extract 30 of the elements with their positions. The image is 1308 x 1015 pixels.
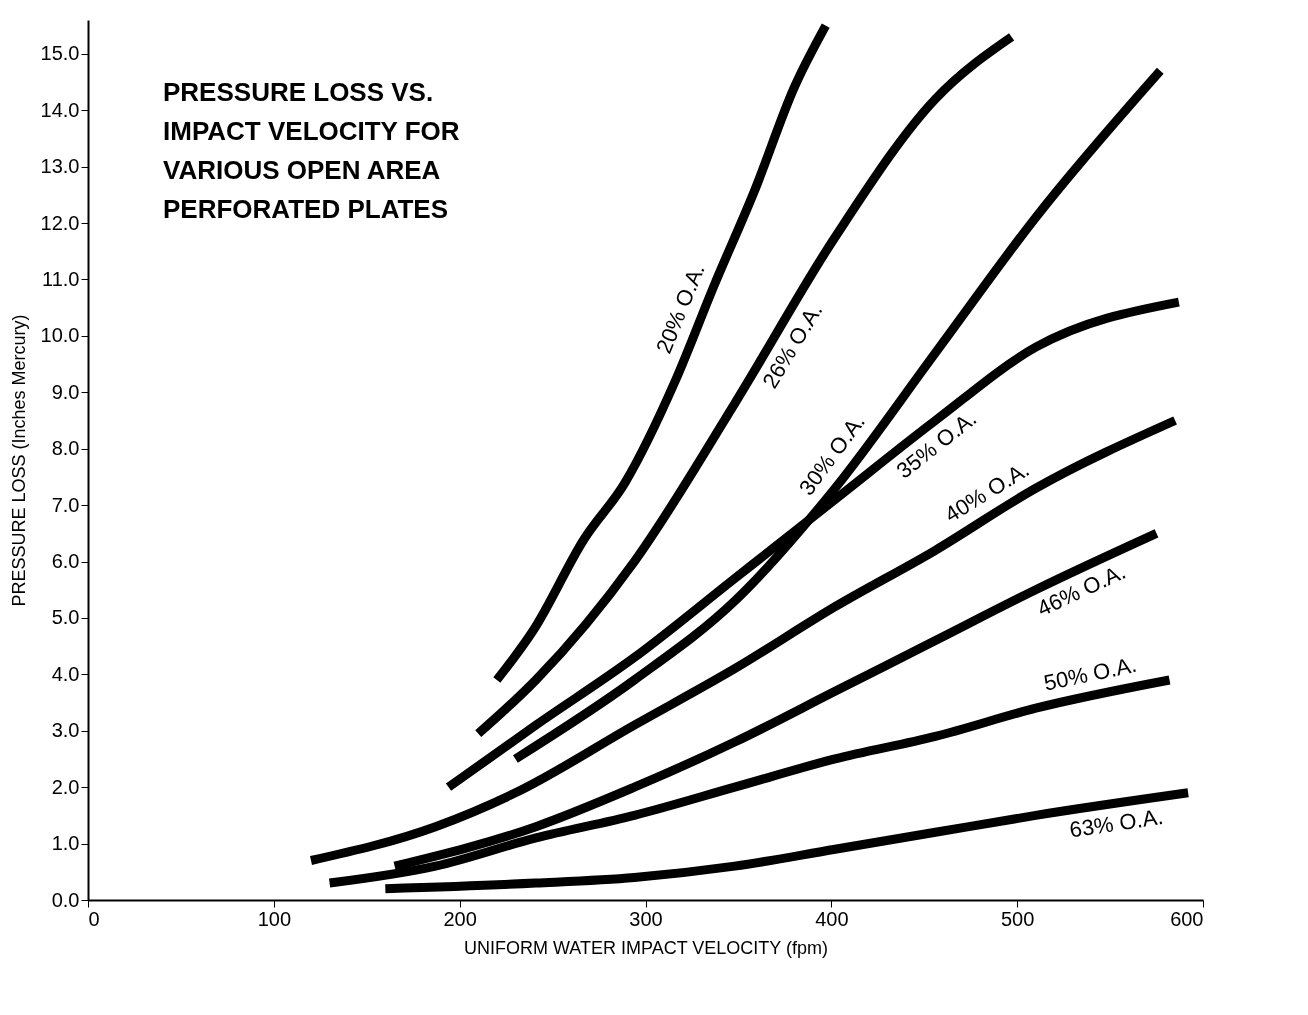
text: 46% O.A. — [1033, 558, 1130, 622]
x-tick-label: 200 — [443, 907, 477, 930]
x-tick-label: 100 — [257, 907, 292, 930]
y-tick-label: 11.0 — [42, 267, 80, 290]
y-tick-label: 12.0 — [40, 211, 80, 234]
y-tick-label: 0.0 — [51, 888, 80, 911]
y-axis-title: PRESSURE LOSS (Inches Mercury) — [8, 314, 29, 607]
x-tick-label: 300 — [629, 907, 663, 930]
x-tick-label: 400 — [815, 907, 849, 930]
y-tick-label: 4.0 — [51, 662, 80, 685]
x-tick-label: 500 — [1000, 907, 1035, 930]
y-tick-label: 15.0 — [40, 42, 80, 65]
x-tick-label: 600 — [1170, 907, 1204, 930]
x-axis-title: UNIFORM WATER IMPACT VELOCITY (fpm) — [463, 937, 829, 958]
y-tick-label: 2.0 — [51, 775, 80, 798]
text: 20% O.A. — [651, 260, 710, 357]
text: PRESSURE LOSS VS. IMPACT VELOCITY FOR VARIOUS OPEN AREA PERFORATED PLATES — [163, 77, 460, 224]
y-tick-label: 14.0 — [40, 98, 80, 121]
y-tick-label: 3.0 — [51, 719, 80, 742]
text: 63% O.A. — [1067, 803, 1165, 843]
y-tick-label: 5.0 — [51, 606, 80, 629]
x-tick-label: 0 — [88, 907, 100, 930]
y-tick-label: 9.0 — [51, 380, 80, 403]
text: 50% O.A. — [1041, 651, 1139, 696]
y-tick-label: 1.0 — [51, 832, 80, 855]
y-tick-label: 6.0 — [51, 550, 80, 573]
y-tick-label: 7.0 — [51, 493, 80, 516]
y-tick-label: 10.0 — [40, 324, 80, 347]
y-tick-label: 13.0 — [40, 155, 80, 178]
y-tick-label: 8.0 — [51, 437, 80, 460]
